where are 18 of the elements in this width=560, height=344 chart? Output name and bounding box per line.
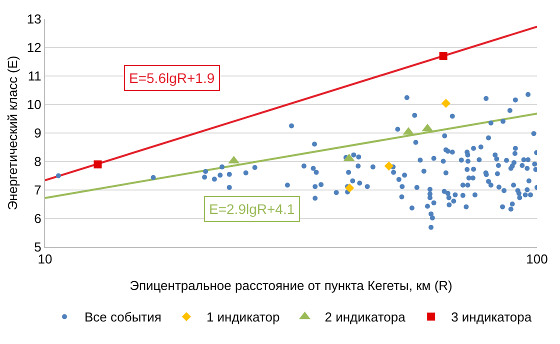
y-axis-title: Энергетический класс (E): [4, 56, 20, 210]
y-tick-label: 13: [26, 12, 42, 27]
legend-label: 2 индикатора: [324, 310, 406, 325]
y-tick-label: 5: [34, 240, 42, 255]
y-tick-label: 9: [34, 126, 42, 141]
x-tick-label: 100: [526, 252, 548, 267]
annotation: E=5.6lgR+1.9: [129, 70, 215, 86]
y-tick-label: 10: [26, 97, 42, 112]
y-tick-label: 8: [34, 154, 42, 170]
legend-label: 3 индикатора: [451, 310, 532, 325]
legend-label: Все события: [84, 310, 162, 325]
y-tick-label: 12: [26, 40, 42, 56]
y-tick-label: 11: [28, 68, 42, 84]
annotation: E=2.9lgR+4.1: [209, 201, 295, 217]
x-axis-title: Эпицентральное расстояние от пункта Кегеты, км (R): [130, 278, 452, 294]
y-tick-label: 7: [34, 182, 42, 198]
legend-label: 1 индикатор: [206, 310, 280, 325]
y-tick-label: 6: [34, 211, 42, 226]
